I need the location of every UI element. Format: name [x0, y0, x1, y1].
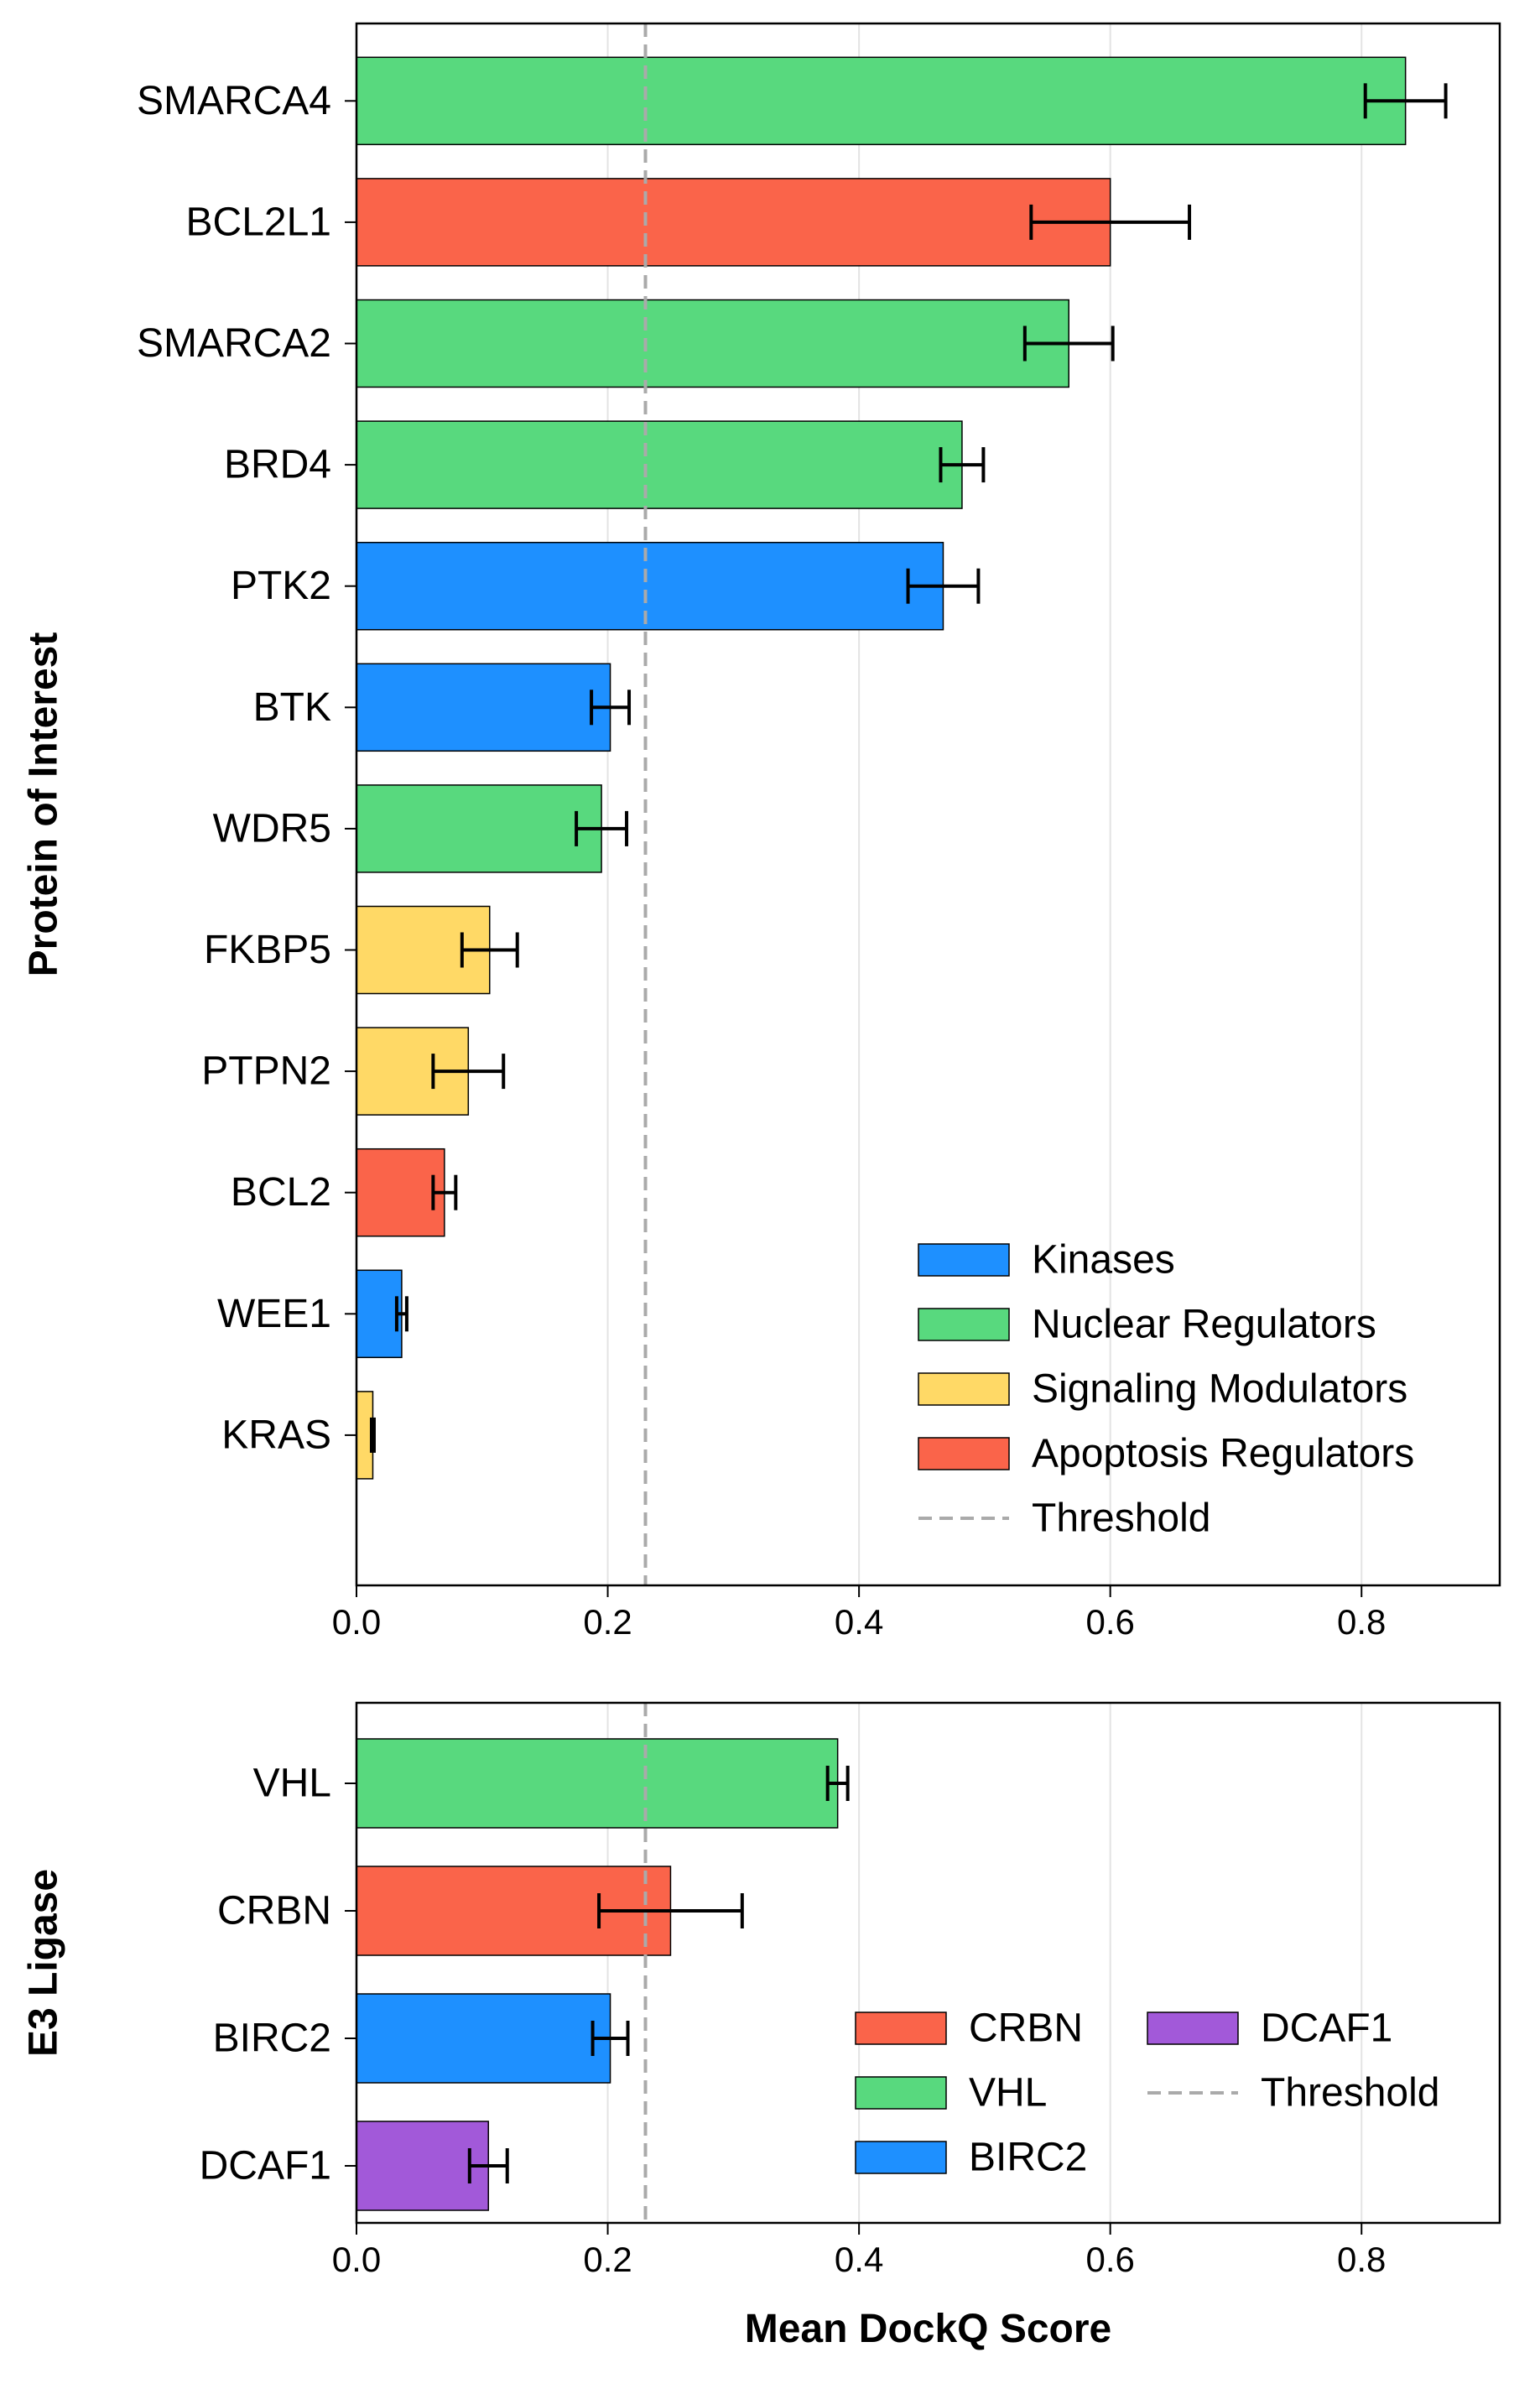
- category-label: BTK: [253, 685, 331, 730]
- category-label: FKBP5: [204, 928, 331, 972]
- x-tick-label: 0.4: [835, 2240, 883, 2279]
- category-label: KRAS: [221, 1413, 331, 1457]
- category-label: SMARCA4: [137, 79, 331, 123]
- x-tick-label: 0.0: [332, 2240, 381, 2279]
- legend-label: Signaling Modulators: [1032, 1367, 1407, 1412]
- x-tick-label: 0.6: [1085, 2240, 1134, 2279]
- category-label: DCAF1: [200, 2144, 331, 2188]
- legend-label: DCAF1: [1261, 2006, 1392, 2051]
- legend-label: VHL: [969, 2071, 1047, 2116]
- x-tick-label: 0.2: [583, 1602, 632, 1642]
- bar-smarca2: [356, 299, 1070, 388]
- legend: CRBN VHL BIRC2 DCAF1 Threshold: [855, 2006, 1439, 2180]
- x-tick-label: 0.8: [1337, 1602, 1386, 1642]
- e3-ligase-chart: VHL CRBN BIRC2 DCAF1 0.0 0.2 0.4 0.6 0.8 E3 Ligas…: [22, 1701, 1501, 2351]
- category-label: SMARCA2: [137, 321, 331, 366]
- legend-patch: [918, 1437, 1010, 1470]
- category-label: PTK2: [231, 564, 331, 608]
- plot-frame: [355, 22, 1501, 1587]
- legend-label: Apoptosis Regulators: [1032, 1432, 1414, 1476]
- legend-patch: [1147, 2011, 1239, 2045]
- x-tick-label: 0.0: [332, 1602, 381, 1642]
- bar-wee1: [356, 1269, 403, 1359]
- category-label: WEE1: [217, 1292, 331, 1336]
- legend-label: CRBN: [969, 2006, 1083, 2051]
- legend-patch: [855, 2141, 947, 2174]
- category-label: VHL: [253, 1762, 331, 1806]
- y-axis-title: E3 Ligase: [22, 1869, 66, 2057]
- bar-ptk2: [356, 541, 944, 631]
- legend-label: Threshold: [1261, 2071, 1439, 2116]
- legend-label: BIRC2: [969, 2136, 1087, 2180]
- x-tick-label: 0.4: [835, 1602, 883, 1642]
- legend-label: Kinases: [1032, 1238, 1175, 1283]
- category-label: BCL2: [231, 1170, 331, 1215]
- bar-btk: [356, 663, 611, 752]
- legend: Kinases Nuclear Regulators Signaling Modul…: [918, 1238, 1414, 1541]
- legend-label: Nuclear Regulators: [1032, 1303, 1376, 1347]
- legend-patch: [855, 2011, 947, 2045]
- plot-frame: [355, 1701, 1501, 2225]
- bar-birc2: [356, 1993, 611, 2084]
- bar-vhl: [356, 1738, 839, 1829]
- x-axis-title: Mean DockQ Score: [745, 2307, 1111, 2351]
- x-tick-label: 0.8: [1337, 2240, 1386, 2279]
- x-tick-label: 0.6: [1085, 1602, 1134, 1642]
- bar-bcl2: [356, 1148, 445, 1237]
- category-label: BRD4: [224, 443, 331, 487]
- legend-patch: [918, 1243, 1010, 1277]
- category-label: CRBN: [217, 1889, 331, 1933]
- legend-patch: [918, 1372, 1010, 1406]
- bar-smarca4: [356, 56, 1407, 146]
- protein-of-interest-chart: SMARCA4 BCL2L1 SMARCA2 BRD4 PTK2 BTK WDR5 FKBP5…: [22, 22, 1501, 1642]
- bar-dcaf1: [356, 2121, 490, 2211]
- legend-label: Threshold: [1032, 1496, 1210, 1541]
- y-axis-title: Protein of Interest: [22, 632, 66, 977]
- category-label: PTPN2: [201, 1049, 331, 1094]
- category-label: BCL2L1: [186, 200, 331, 244]
- bar-wdr5: [356, 784, 602, 873]
- legend-patch: [918, 1308, 1010, 1341]
- x-tick-label: 0.2: [583, 2240, 632, 2279]
- category-label: WDR5: [213, 806, 331, 851]
- legend-patch: [855, 2076, 947, 2110]
- category-label: BIRC2: [213, 2017, 331, 2061]
- bar-bcl2l1: [356, 178, 1111, 267]
- bar-brd4: [356, 420, 963, 509]
